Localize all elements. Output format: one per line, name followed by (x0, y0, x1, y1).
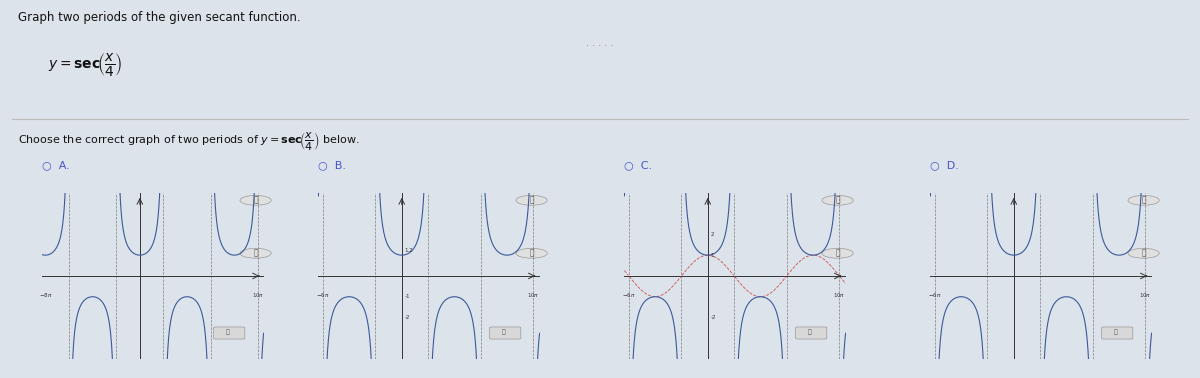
Text: $-8\pi$: $-8\pi$ (38, 291, 52, 299)
Circle shape (822, 195, 853, 205)
Text: $10\pi$: $10\pi$ (833, 291, 846, 299)
Text: ⌕: ⌕ (835, 249, 840, 258)
Text: 1: 1 (710, 253, 714, 258)
FancyBboxPatch shape (796, 327, 827, 339)
Text: ⛶: ⛶ (226, 330, 230, 335)
Circle shape (1128, 248, 1159, 258)
Text: ⌕: ⌕ (529, 249, 534, 258)
FancyBboxPatch shape (490, 327, 521, 339)
Text: ○  C.: ○ C. (624, 161, 652, 170)
Text: $-6\pi$: $-6\pi$ (622, 291, 636, 299)
Circle shape (240, 248, 271, 258)
Text: ○  D.: ○ D. (930, 161, 959, 170)
Text: 2: 2 (710, 232, 714, 237)
Circle shape (1128, 195, 1159, 205)
Text: ⛶: ⛶ (1114, 330, 1118, 335)
Text: Graph two periods of the given secant function.: Graph two periods of the given secant fu… (18, 11, 301, 24)
Text: ⌕: ⌕ (1141, 196, 1146, 205)
Circle shape (240, 195, 271, 205)
Circle shape (822, 248, 853, 258)
Text: ○  B.: ○ B. (318, 161, 346, 170)
Text: $10\pi$: $10\pi$ (527, 291, 540, 299)
Text: ⛶: ⛶ (808, 330, 812, 335)
Text: ⌕: ⌕ (1141, 249, 1146, 258)
Text: $-6\pi$: $-6\pi$ (316, 291, 330, 299)
FancyBboxPatch shape (1102, 327, 1133, 339)
Text: -2: -2 (404, 315, 409, 320)
Text: . . . . .: . . . . . (587, 39, 613, 48)
FancyBboxPatch shape (214, 327, 245, 339)
Text: 1.2: 1.2 (404, 248, 413, 254)
Text: $10\pi$: $10\pi$ (1139, 291, 1152, 299)
Text: Choose the correct graph of two periods of $y = \mathbf{sec}\!\left(\dfrac{x}{4}: Choose the correct graph of two periods … (18, 130, 360, 152)
Text: $10\pi$: $10\pi$ (252, 291, 264, 299)
Text: ○  A.: ○ A. (42, 161, 70, 170)
Circle shape (516, 195, 547, 205)
Text: ⛶: ⛶ (502, 330, 506, 335)
Text: ⌕: ⌕ (529, 196, 534, 205)
Text: -2: -2 (710, 315, 715, 320)
Text: $-6\pi$: $-6\pi$ (928, 291, 942, 299)
Text: $y = \mathbf{sec}\!\left(\dfrac{x}{4}\right)$: $y = \mathbf{sec}\!\left(\dfrac{x}{4}\ri… (48, 51, 122, 78)
Text: ⌕: ⌕ (835, 196, 840, 205)
Text: ⌕: ⌕ (253, 196, 258, 205)
Circle shape (516, 248, 547, 258)
Text: -1: -1 (404, 294, 409, 299)
Text: ⌕: ⌕ (253, 249, 258, 258)
